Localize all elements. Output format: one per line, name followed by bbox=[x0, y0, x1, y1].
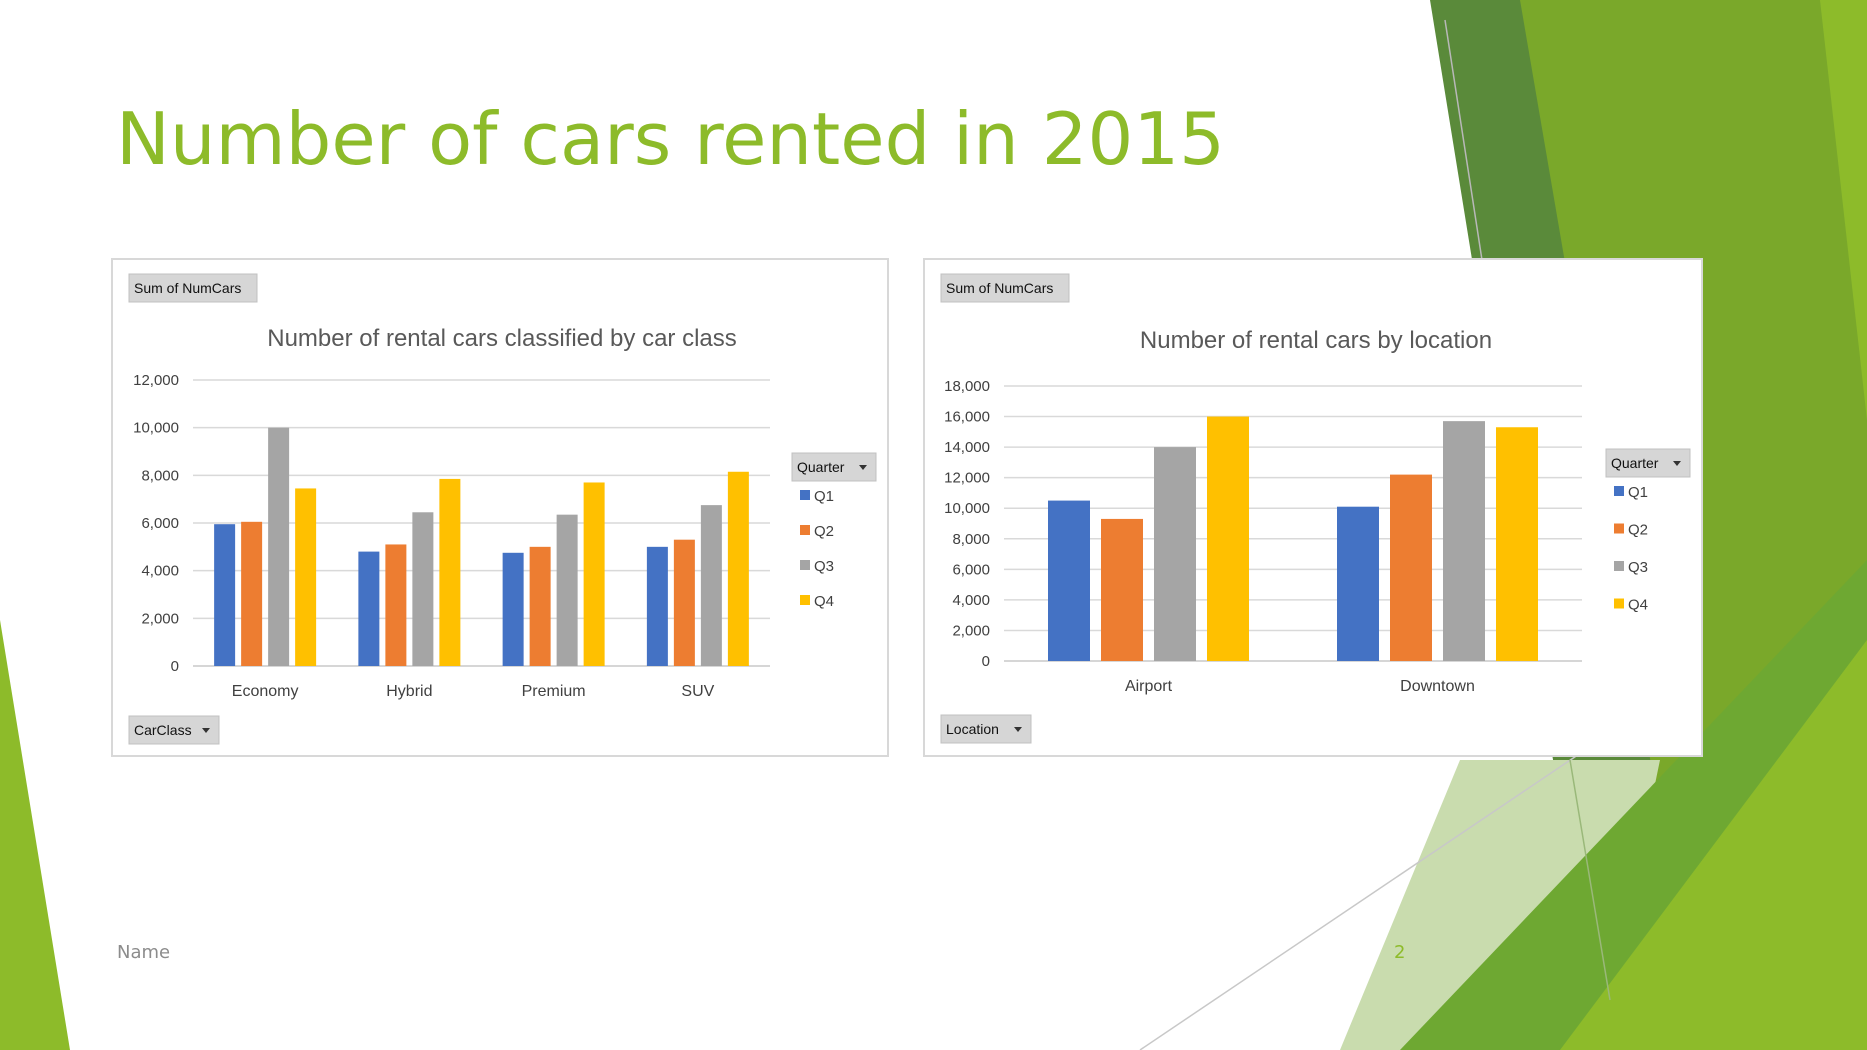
y-tick-label: 8,000 bbox=[141, 467, 179, 484]
chevron-down-icon bbox=[1014, 727, 1022, 732]
y-tick-label: 0 bbox=[982, 653, 990, 670]
y-tick-label: 10,000 bbox=[133, 420, 179, 437]
bar-q3-premium bbox=[556, 514, 578, 666]
axis-filter-carclass[interactable]: CarClass bbox=[128, 715, 220, 745]
x-tick-label: Economy bbox=[232, 683, 299, 700]
footer-name: Name bbox=[117, 942, 171, 963]
y-tick-label: 16,000 bbox=[944, 409, 990, 426]
legend-label-q4: Q4 bbox=[814, 593, 834, 610]
y-tick-label: 2,000 bbox=[141, 610, 179, 627]
bar-q4-hybrid bbox=[439, 478, 461, 666]
legend-label-q1: Q1 bbox=[814, 488, 834, 505]
legend-swatch-q2 bbox=[800, 525, 810, 535]
bar-q2-premium bbox=[529, 546, 551, 666]
axis-filter-location-label: Location bbox=[946, 721, 999, 737]
field-button-sum-numcars-label: Sum of NumCars bbox=[134, 280, 241, 296]
bar-q4-economy bbox=[295, 488, 317, 666]
bar-q2-hybrid bbox=[385, 544, 407, 666]
legend-swatch-q1 bbox=[1614, 486, 1624, 496]
x-tick-label: Premium bbox=[522, 683, 586, 700]
y-tick-label: 0 bbox=[171, 658, 179, 675]
chart-car-class-frame[interactable]: Sum of NumCars Number of rental cars clas… bbox=[111, 258, 889, 757]
legend-swatch-q4 bbox=[1614, 598, 1624, 609]
legend-label-q1: Q1 bbox=[1628, 484, 1648, 501]
bg-line-1 bbox=[1444, 19, 1483, 261]
chart-location: Sum of NumCars Number of rental cars by l… bbox=[940, 273, 1691, 744]
legend-filter-quarter-label: Quarter bbox=[797, 459, 845, 475]
bg-line-3 bbox=[1569, 759, 1611, 1001]
legend-filter-quarter-label: Quarter bbox=[1611, 455, 1659, 471]
legend-filter-quarter[interactable]: Quarter bbox=[791, 452, 877, 482]
bar-q1-premium bbox=[502, 552, 524, 666]
legend-label-q3: Q3 bbox=[1628, 559, 1648, 576]
y-tick-label: 4,000 bbox=[952, 592, 990, 609]
chevron-down-icon bbox=[859, 465, 867, 470]
x-tick-label: Hybrid bbox=[386, 683, 432, 700]
legend-swatch-q2 bbox=[1614, 523, 1624, 534]
y-tick-label: 18,000 bbox=[944, 378, 990, 395]
bar-q1-suv bbox=[646, 546, 668, 666]
x-tick-label: Airport bbox=[1125, 678, 1173, 695]
bg-facet-light bbox=[1820, 0, 1867, 420]
x-tick-label: SUV bbox=[681, 683, 714, 700]
bar-q4-airport bbox=[1207, 416, 1249, 661]
chart-car-class: Sum of NumCars Number of rental cars clas… bbox=[128, 273, 877, 745]
x-tick-label: Downtown bbox=[1400, 678, 1475, 695]
bar-q1-airport bbox=[1048, 500, 1090, 661]
legend-label-q2: Q2 bbox=[814, 523, 834, 540]
y-tick-label: 6,000 bbox=[141, 515, 179, 532]
bar-q3-airport bbox=[1154, 447, 1196, 661]
chart-title: Number of rental cars classified by car … bbox=[267, 325, 737, 352]
chevron-down-icon bbox=[1673, 461, 1681, 466]
slide-title: Number of cars rented in 2015 bbox=[116, 97, 1225, 181]
bar-q4-premium bbox=[583, 482, 605, 666]
y-tick-label: 10,000 bbox=[944, 500, 990, 517]
field-button-sum-numcars-label: Sum of NumCars bbox=[946, 280, 1053, 296]
axis-filter-location[interactable]: Location bbox=[940, 714, 1032, 744]
bar-q3-suv bbox=[700, 505, 722, 666]
legend-filter-quarter[interactable]: Quarter bbox=[1605, 448, 1691, 478]
page-number: 2 bbox=[1394, 942, 1406, 963]
bg-line-2 bbox=[1139, 739, 1601, 1050]
bar-q1-hybrid bbox=[358, 551, 380, 666]
field-button-sum-numcars[interactable]: Sum of NumCars bbox=[940, 273, 1070, 303]
legend-label-q4: Q4 bbox=[1628, 597, 1648, 614]
bar-q4-suv bbox=[727, 471, 749, 666]
legend-swatch-q1 bbox=[800, 490, 810, 500]
bar-q3-downtown bbox=[1443, 421, 1485, 661]
y-tick-label: 4,000 bbox=[141, 563, 179, 580]
bg-facet-left bbox=[0, 620, 70, 1050]
axis-filter-carclass-label: CarClass bbox=[134, 722, 192, 738]
y-tick-label: 2,000 bbox=[952, 622, 990, 639]
legend-swatch-q3 bbox=[800, 560, 810, 570]
legend-swatch-q3 bbox=[1614, 561, 1624, 571]
bar-q2-downtown bbox=[1390, 474, 1432, 661]
bar-q4-downtown bbox=[1496, 427, 1538, 661]
y-tick-label: 8,000 bbox=[952, 531, 990, 548]
bar-q1-downtown bbox=[1337, 506, 1379, 661]
legend-swatch-q4 bbox=[800, 595, 810, 605]
bar-q2-economy bbox=[241, 521, 263, 666]
legend-label-q2: Q2 bbox=[1628, 522, 1648, 539]
bar-q3-hybrid bbox=[412, 512, 434, 666]
y-tick-label: 12,000 bbox=[944, 470, 990, 487]
legend-label-q3: Q3 bbox=[814, 558, 834, 575]
bar-q1-economy bbox=[214, 524, 236, 666]
y-tick-label: 14,000 bbox=[944, 439, 990, 456]
bg-facet-bright bbox=[1560, 640, 1867, 1050]
bar-q2-suv bbox=[673, 539, 695, 666]
bar-q3-economy bbox=[268, 427, 290, 666]
y-tick-label: 6,000 bbox=[952, 561, 990, 578]
chart-location-frame[interactable]: Sum of NumCars Number of rental cars by l… bbox=[923, 258, 1703, 757]
bar-q2-airport bbox=[1101, 518, 1143, 661]
chevron-down-icon bbox=[202, 728, 210, 733]
chart-title: Number of rental cars by location bbox=[1140, 327, 1492, 354]
field-button-sum-numcars[interactable]: Sum of NumCars bbox=[128, 273, 258, 303]
y-tick-label: 12,000 bbox=[133, 372, 179, 389]
